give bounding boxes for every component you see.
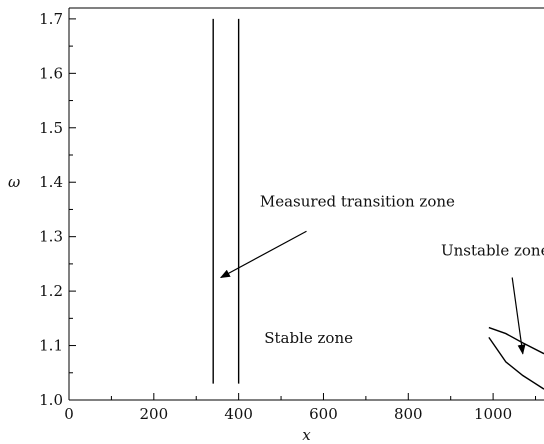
annotation-label: Stable zone — [264, 329, 353, 347]
series-line-4 — [488, 336, 544, 390]
y-tick-label: 1.0 — [39, 391, 63, 409]
y-axis-label: ω — [8, 173, 20, 191]
y-tick-label: 1.4 — [39, 173, 63, 191]
y-tick-label: 1.3 — [39, 228, 63, 246]
x-tick-label: 0 — [64, 405, 74, 423]
y-tick-label: 1.5 — [39, 119, 63, 137]
x-tick-label: 1000 — [474, 405, 512, 423]
annotation-label: Unstable zone — [441, 242, 544, 260]
y-tick-label: 1.6 — [39, 64, 63, 82]
y-tick-label: 1.1 — [39, 337, 63, 355]
series-line-3 — [488, 326, 544, 355]
y-tick-label: 1.2 — [39, 282, 63, 300]
x-tick-label: 800 — [394, 405, 423, 423]
y-tick-label: 1.7 — [39, 10, 63, 28]
annotation-arrow — [511, 277, 526, 355]
x-tick-label: 400 — [224, 405, 253, 423]
x-axis-label: x — [302, 426, 311, 444]
x-tick-label: 600 — [309, 405, 338, 423]
x-tick-label: 200 — [140, 405, 169, 423]
annotation-arrow — [219, 230, 307, 279]
annotation-label: Measured transition zone — [260, 193, 455, 211]
